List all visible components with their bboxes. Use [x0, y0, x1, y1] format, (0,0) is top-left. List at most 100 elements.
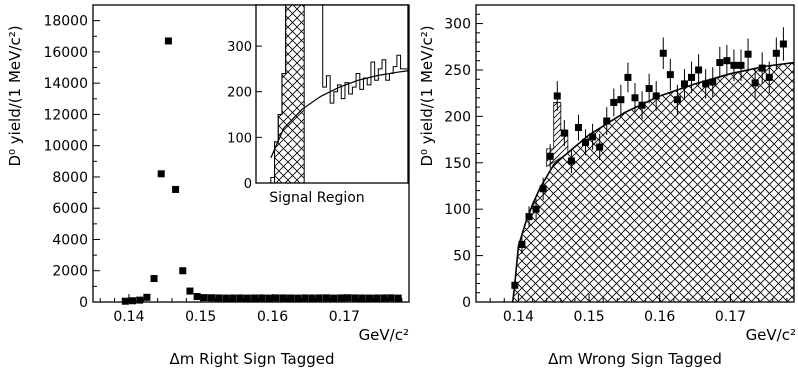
right-x-unit-label: GeV/c² — [746, 326, 796, 344]
right-y-tick-label: 200 — [444, 109, 471, 125]
inset-histogram-outline — [256, 4, 408, 184]
right-data-point — [695, 66, 703, 74]
right-y-axis-label: D⁰ yield/(1 MeV/c²) — [418, 25, 436, 166]
right-x-tick-label: 0.16 — [644, 309, 675, 325]
right-data-point — [511, 281, 519, 289]
left-data-point — [294, 294, 302, 302]
inset-frame — [255, 4, 409, 184]
right-data-point — [772, 49, 780, 57]
left-data-point — [136, 296, 144, 304]
left-y-tick-label: 6000 — [52, 201, 88, 217]
left-data-point — [150, 275, 158, 283]
right-data-point — [617, 96, 625, 104]
left-data-point — [308, 294, 316, 302]
right-data-point — [560, 129, 568, 137]
left-data-point — [193, 293, 201, 301]
right-data-point — [751, 79, 759, 87]
left-data-point — [172, 185, 180, 193]
right-data-point — [673, 96, 681, 104]
left-data-point — [215, 294, 223, 302]
left-y-tick-label: 2000 — [52, 264, 88, 280]
left-y-tick-label: 14000 — [43, 76, 88, 92]
right-data-point — [582, 138, 590, 146]
right-y-tick-label: 150 — [444, 156, 471, 172]
left-data-point — [337, 294, 345, 302]
right-y-tick-label: 250 — [444, 63, 471, 79]
right-data-point — [624, 73, 632, 81]
left-data-point — [208, 294, 215, 302]
left-data-point — [243, 294, 251, 302]
right-data-point — [645, 85, 653, 93]
left-x-axis: 0.14 0.15 0.16 0.17 — [99, 294, 403, 325]
right-data-point — [765, 73, 773, 81]
right-data-point — [666, 71, 674, 79]
right-y-axis: 0 50 100 150 200 250 300 — [444, 13, 483, 311]
right-data-point — [539, 185, 547, 193]
right-y-tick-label: 0 — [462, 295, 471, 311]
left-y-tick-label: 12000 — [43, 107, 88, 123]
right-data-points — [511, 27, 787, 291]
right-data-point — [702, 80, 710, 88]
left-data-point — [186, 287, 194, 295]
right-y-tick-label: 300 — [444, 17, 471, 33]
left-data-point — [236, 294, 244, 302]
left-data-point — [229, 294, 237, 302]
right-data-point — [518, 240, 526, 248]
left-y-axis-label: D⁰ yield/(1 MeV/c²) — [6, 25, 24, 166]
left-data-point — [157, 170, 165, 178]
left-data-point — [394, 294, 402, 302]
right-data-point — [525, 213, 533, 221]
left-data-point — [121, 297, 129, 305]
right-peak-histogram — [546, 102, 569, 168]
left-data-point — [301, 294, 309, 302]
left-data-point — [358, 294, 366, 302]
inset-y-tick-label: 100 — [227, 131, 252, 146]
right-data-point — [596, 143, 604, 151]
right-data-point — [610, 98, 618, 106]
right-data-point — [709, 78, 717, 86]
left-data-point — [330, 294, 338, 302]
right-y-tick-label: 100 — [444, 202, 471, 218]
right-data-point — [638, 101, 646, 109]
left-data-point — [272, 294, 280, 302]
left-data-point — [380, 294, 388, 302]
left-data-point — [366, 294, 373, 302]
right-data-point — [723, 57, 731, 65]
left-data-point — [373, 294, 381, 302]
left-y-tick-label: 16000 — [43, 45, 88, 61]
left-data-point — [164, 37, 172, 45]
left-x-tick-label: 0.14 — [113, 309, 144, 325]
right-x-tick-label: 0.15 — [573, 309, 604, 325]
right-data-point — [737, 61, 745, 69]
left-panel: 0200040006000800010000120001400016000180… — [6, 4, 410, 368]
right-x-tick-label: 0.17 — [715, 309, 746, 325]
left-data-point — [279, 294, 287, 302]
inset-y-tick-label: 300 — [227, 40, 252, 55]
right-data-point — [779, 40, 787, 48]
left-x-tick-label: 0.16 — [257, 309, 288, 325]
inset-plot: 0 100 200 300 Signal Region — [227, 4, 409, 206]
left-data-points — [121, 37, 402, 305]
right-data-point — [659, 49, 667, 57]
left-x-unit-label: GeV/c² — [359, 326, 409, 344]
inset-y-axis: 0 100 200 300 — [227, 40, 262, 192]
right-background-area — [512, 62, 794, 303]
left-data-point — [143, 293, 151, 301]
right-data-point — [603, 117, 611, 125]
left-y-tick-label: 18000 — [43, 14, 88, 30]
left-y-tick-label: 10000 — [43, 139, 88, 155]
left-y-tick-label: 4000 — [52, 232, 88, 248]
left-y-axis: 0 2000 4000 6000 8000 10000 12000 14000 16000 180… — [43, 4, 100, 311]
right-data-point — [680, 80, 688, 88]
left-data-point — [315, 294, 323, 302]
inset-fit-curve — [270, 70, 409, 159]
right-x-axis-label: Δm Wrong Sign Tagged — [548, 350, 722, 368]
right-data-point — [553, 92, 561, 100]
left-y-tick-label: 8000 — [52, 170, 88, 186]
left-data-point — [287, 294, 294, 302]
right-data-point — [589, 133, 597, 141]
left-data-point — [258, 294, 266, 302]
left-data-point — [322, 294, 330, 302]
left-data-point — [200, 294, 208, 302]
